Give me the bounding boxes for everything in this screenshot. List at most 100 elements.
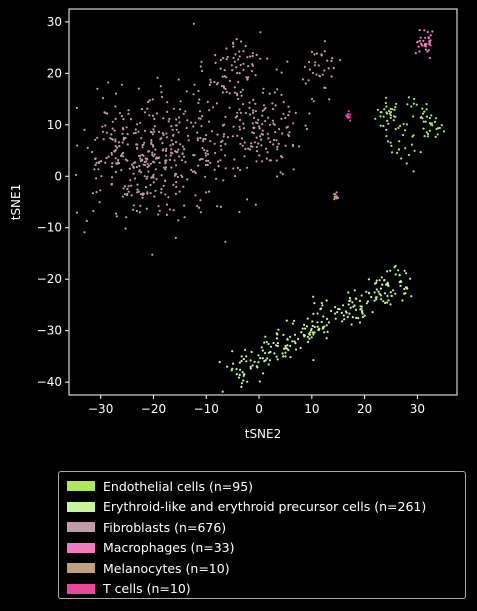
point-fibroblast	[165, 203, 169, 206]
point-fibroblast	[292, 144, 295, 148]
point-erythroid	[353, 289, 356, 292]
point-fibroblast	[132, 161, 136, 165]
point-fibroblast	[224, 87, 227, 91]
point-endothelial	[390, 151, 394, 154]
point-fibroblast	[115, 92, 118, 95]
point-fibroblast	[288, 110, 291, 113]
point-erythroid	[320, 320, 323, 324]
point-erythroid	[240, 359, 243, 363]
point-erythroid	[347, 303, 350, 306]
point-erythroid	[336, 311, 339, 314]
point-fibroblast	[83, 231, 86, 234]
point-fibroblast	[268, 92, 271, 95]
point-endothelial	[374, 117, 377, 120]
point-fibroblast	[254, 74, 257, 77]
point-fibroblast	[258, 125, 261, 128]
point-erythroid	[282, 333, 285, 336]
point-erythroid	[343, 318, 346, 321]
point-erythroid	[321, 304, 324, 307]
point-endothelial	[405, 162, 408, 165]
point-endothelial	[396, 151, 399, 154]
point-fibroblast	[101, 97, 105, 100]
point-endothelial	[420, 116, 423, 119]
point-fibroblast	[120, 169, 123, 172]
point-erythroid	[354, 308, 358, 311]
point-erythroid	[404, 292, 407, 295]
point-fibroblast	[121, 195, 124, 198]
point-fibroblast	[200, 124, 203, 128]
point-endothelial	[422, 127, 425, 130]
point-fibroblast	[231, 135, 234, 138]
point-fibroblast	[216, 205, 219, 208]
point-fibroblast	[151, 98, 154, 101]
point-macrophage	[427, 49, 430, 52]
point-fibroblast	[255, 136, 258, 139]
point-fibroblast	[191, 170, 194, 173]
point-erythroid	[264, 352, 267, 355]
point-fibroblast	[224, 154, 227, 157]
point-fibroblast	[154, 189, 157, 192]
point-fibroblast	[158, 161, 161, 164]
point-endothelial	[376, 108, 379, 111]
point-fibroblast	[127, 112, 130, 115]
point-fibroblast	[153, 195, 156, 198]
point-fibroblast	[259, 31, 262, 34]
point-fibroblast	[201, 146, 204, 150]
point-erythroid	[382, 300, 385, 303]
point-fibroblast	[117, 141, 120, 144]
point-fibroblast	[228, 92, 231, 95]
point-erythroid	[325, 337, 328, 340]
point-erythroid	[273, 352, 276, 355]
point-erythroid	[378, 292, 381, 295]
point-fibroblast	[257, 142, 260, 145]
point-fibroblast	[267, 116, 270, 119]
point-fibroblast	[282, 101, 285, 104]
point-erythroid	[394, 292, 397, 295]
point-erythroid	[384, 301, 387, 305]
point-fibroblast	[141, 192, 144, 195]
point-fibroblast	[122, 137, 126, 140]
point-fibroblast	[126, 187, 129, 191]
point-fibroblast	[117, 158, 120, 162]
point-fibroblast	[96, 87, 99, 90]
point-macrophage	[429, 34, 432, 37]
point-fibroblast	[114, 145, 117, 148]
point-erythroid	[276, 344, 279, 348]
point-erythroid	[389, 291, 392, 294]
point-fibroblast	[110, 165, 114, 168]
point-fibroblast	[157, 213, 160, 216]
point-fibroblast	[162, 117, 165, 120]
y-tick-label: 30	[47, 15, 62, 29]
point-endothelial	[389, 114, 393, 117]
point-fibroblast	[301, 78, 304, 81]
point-fibroblast	[110, 182, 113, 186]
point-erythroid	[377, 290, 380, 293]
point-fibroblast	[151, 253, 154, 256]
point-erythroid	[361, 311, 364, 314]
point-endothelial	[389, 116, 392, 119]
point-fibroblast	[313, 64, 316, 67]
point-erythroid	[375, 279, 378, 282]
point-fibroblast	[145, 177, 148, 180]
point-erythroid	[308, 337, 311, 340]
point-endothelial	[425, 108, 428, 111]
point-endothelial	[395, 102, 398, 105]
point-macrophage	[428, 56, 431, 60]
legend-item-t-cells: T cells (n=10)	[65, 579, 459, 600]
point-fibroblast	[95, 161, 98, 164]
point-t-cell	[345, 115, 349, 118]
point-erythroid	[313, 302, 316, 305]
point-fibroblast	[255, 145, 258, 149]
point-fibroblast	[330, 75, 333, 78]
point-fibroblast	[269, 140, 272, 144]
point-endothelial	[387, 122, 390, 125]
point-fibroblast	[233, 175, 237, 178]
point-endothelial	[440, 124, 443, 127]
point-fibroblast	[135, 209, 139, 213]
point-endothelial	[406, 103, 409, 106]
point-erythroid	[242, 379, 245, 382]
point-fibroblast	[257, 118, 260, 121]
point-fibroblast	[181, 152, 184, 156]
point-fibroblast	[199, 65, 202, 68]
point-fibroblast	[114, 138, 117, 141]
